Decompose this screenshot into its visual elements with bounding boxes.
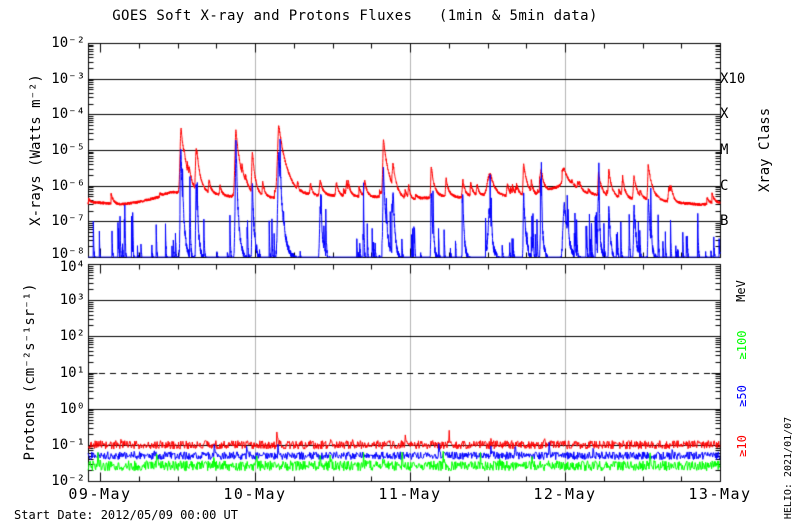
ytick-label: 10⁻⁷: [51, 213, 85, 230]
ytick-label: 10¹: [59, 364, 85, 381]
ytick-label: 10⁻⁴: [51, 106, 85, 123]
xtick-label: 09-May: [68, 485, 132, 503]
xtick-label: 13-May: [688, 485, 752, 503]
energy-label-ge10: ≥10: [735, 435, 749, 457]
ytick-label: 10⁻³: [51, 70, 85, 87]
xtick-label: 12-May: [533, 485, 597, 503]
start-date-label: Start Date: 2012/05/09 00:00 UT: [14, 508, 238, 522]
xray-class-axis-title: Xray Class: [757, 107, 773, 193]
ytick-label: 10⁻⁸: [51, 246, 85, 262]
helio-watermark: HELIO: 2021/01/07: [783, 416, 794, 520]
ytick-label: 10³: [59, 292, 85, 309]
xtick-label: 10-May: [223, 485, 287, 503]
ytick-label: 10⁻²: [51, 35, 85, 51]
xray-class-label-x10: X10: [720, 71, 746, 87]
xray-class-label-x: X: [720, 106, 729, 122]
ytick-label: 10⁻⁶: [51, 177, 85, 194]
xray-class-label-m: M: [720, 142, 729, 158]
ytick-label: 10⁻⁵: [51, 142, 85, 158]
ytick-label: 10⁴: [59, 259, 85, 275]
ytick-label: 10²: [59, 328, 85, 345]
xray-class-label-c: C: [720, 178, 729, 194]
energy-label-ge50: ≥50: [735, 385, 749, 407]
mev-axis-title: MeV: [734, 280, 748, 302]
xray-class-label-b: B: [720, 213, 729, 229]
energy-label-ge100: ≥100: [735, 330, 749, 360]
ytick-label: 10⁰: [59, 400, 85, 417]
ytick-label: 10⁻²: [51, 473, 85, 489]
xtick-label: 11-May: [378, 485, 442, 503]
chart-title: GOES Soft X-ray and Protons Fluxes (1min…: [112, 8, 598, 24]
ytick-label: 10⁻¹: [51, 436, 85, 453]
